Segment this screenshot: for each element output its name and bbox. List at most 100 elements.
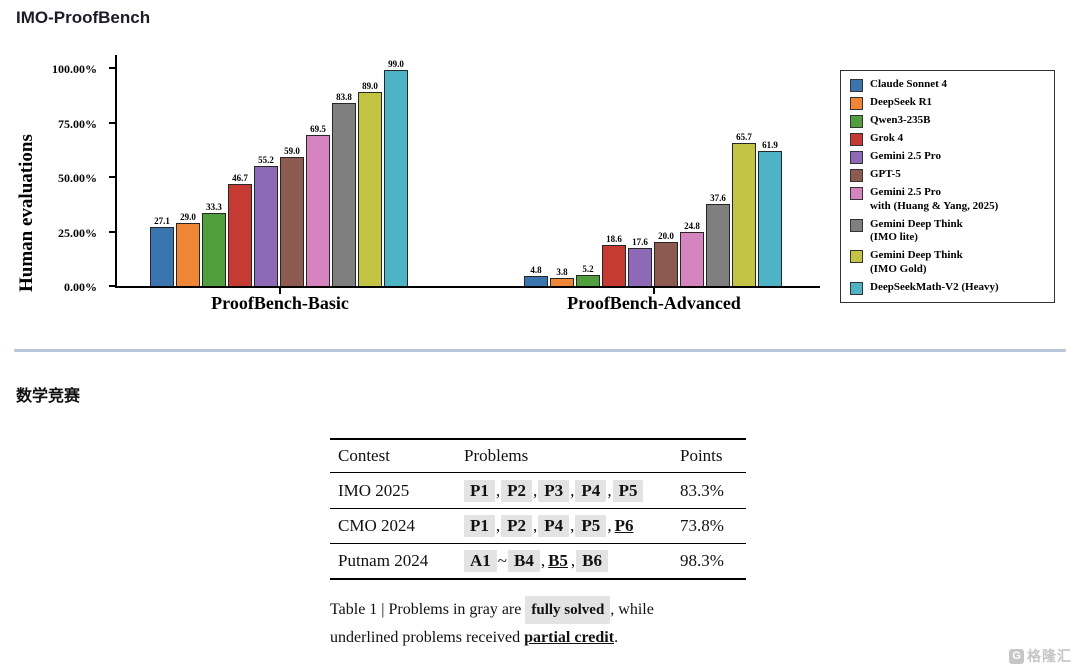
category-label-advanced: ProofBench-Advanced [567, 293, 741, 313]
bar-value-label: 55.2 [258, 154, 274, 165]
bar: 61.9 [758, 140, 782, 286]
table-body: IMO 2025 P1, P2, P3, P4, P5 83.3% CMO 2024 P… [330, 473, 746, 578]
bar-value-label: 33.3 [206, 202, 222, 213]
section-title-math-competitions: 数学竞赛 [16, 388, 81, 405]
bar-value-label: 27.1 [154, 215, 170, 226]
problem-tag: A1 [464, 550, 497, 572]
problem-separator: , [607, 480, 612, 500]
points-cell: 73.8% [680, 516, 724, 535]
legend-label: Gemini Deep Think (IMO Gold) [870, 249, 963, 275]
problem-tag: P2 [501, 515, 533, 537]
legend-swatch [850, 79, 863, 92]
bar-value-label: 59.0 [284, 146, 300, 157]
y-tick-mark [109, 230, 116, 233]
problem-tag: B6 [576, 550, 609, 572]
bar: 3.8 [550, 267, 574, 286]
y-tick-mark [109, 121, 116, 124]
problem-separator: , [570, 516, 575, 535]
caption-text: . [614, 629, 619, 647]
bar: 65.7 [732, 132, 756, 286]
bar-value-label: 24.8 [684, 220, 700, 231]
bar-value-label: 89.0 [362, 80, 378, 91]
problem-tag: P1 [464, 479, 495, 502]
problem-separator: , [540, 551, 546, 570]
header-problems: Problems [464, 446, 529, 465]
legend-label: GPT-5 [870, 168, 901, 180]
legend-swatch [850, 281, 863, 295]
table-row: IMO 2025 P1, P2, P3, P4, P5 83.3% [330, 473, 746, 508]
problem-separator: ~ [497, 551, 507, 570]
legend-item: Qwen3-235B [850, 114, 1045, 128]
problem-tag: B4 [507, 550, 540, 572]
problem-separator: , [495, 516, 501, 535]
bar-value-label: 69.5 [310, 123, 326, 134]
legend-swatch [850, 115, 863, 128]
bar: 89.0 [358, 81, 382, 286]
legend-item: GPT-5 [850, 168, 1045, 182]
y-tick-mark [109, 67, 116, 69]
bar-group-advanced: 4.8 3.8 5.2 18.6 17.6 20.0 24.8 37.6 65.7 61.9 [524, 132, 782, 286]
bar-value-label: 17.6 [632, 236, 648, 247]
table-row: Putnam 2024 A1 ~ B4, B5, B6 98.3% [330, 543, 746, 578]
y-tick-label: 0.00% [64, 280, 97, 294]
category-label-basic: ProofBench-Basic [211, 293, 349, 313]
problem-tag: P1 [464, 515, 495, 537]
y-tick-label: 100.00% [52, 62, 97, 76]
table-caption: Table 1 | Problems in gray are fully sol… [330, 596, 770, 652]
legend-item: Claude Sonnet 4 [850, 78, 1045, 92]
bar: 20.0 [654, 231, 678, 286]
header-contest: Contest [338, 446, 390, 465]
legend-label: Gemini 2.5 Pro [870, 150, 941, 162]
problem-tag: P2 [501, 479, 533, 502]
bar-value-label: 29.0 [180, 211, 196, 222]
problem-separator: , [570, 480, 575, 500]
problem-tag: P5 [575, 515, 607, 537]
bar-group-basic: 27.1 29.0 33.3 46.7 55.2 59.0 69.5 83.8 89.0 99.0 [150, 59, 408, 286]
bar-value-label: 83.8 [336, 92, 352, 103]
legend-label: Gemini 2.5 Pro with (Huang & Yang, 2025) [870, 186, 999, 212]
y-tick-label: 75.00% [58, 116, 97, 131]
plot-area: 27.1 29.0 33.3 46.7 55.2 59.0 69.5 83.8 89.0 99.0… [109, 55, 820, 294]
bar-value-label: 3.8 [556, 266, 568, 277]
bar-value-label: 65.7 [736, 131, 752, 142]
bar-value-label: 4.8 [530, 264, 542, 275]
y-axis: 0.00% 25.00% 50.00% 75.00% 100.00% [0, 55, 107, 294]
y-tick-mark [109, 285, 116, 287]
legend-item: DeepSeekMath-V2 (Heavy) [850, 281, 1045, 295]
bar-value-label: 99.0 [388, 59, 404, 70]
legend-label: Grok 4 [870, 132, 904, 144]
legend-swatch [850, 250, 863, 263]
legend-swatch [850, 151, 863, 164]
legend-label: DeepSeekMath-V2 (Heavy) [870, 280, 999, 293]
problems-cell: P1, P2, P3, P4, P5 [464, 479, 680, 502]
legend-swatch [850, 133, 863, 146]
section-divider [14, 349, 1066, 352]
bar: 29.0 [176, 212, 200, 286]
watermark-logo-icon: G [1009, 648, 1024, 664]
bar-value-label: 37.6 [710, 193, 726, 204]
bar: 83.8 [332, 92, 356, 286]
bar: 55.2 [254, 155, 278, 286]
problems-cell: P1, P2, P4, P5, P6 [464, 515, 680, 537]
contest-cell: CMO 2024 [338, 516, 415, 535]
bar-value-label: 46.7 [232, 173, 248, 184]
problem-separator: , [495, 480, 501, 500]
problems-table: Contest Problems Points IMO 2025 P1, P2, … [330, 438, 746, 580]
watermark: G 格隆汇 [1009, 646, 1072, 666]
legend-swatch [850, 187, 863, 200]
bar: 69.5 [306, 124, 330, 286]
problem-separator: , [533, 480, 538, 500]
legend-label: Gemini Deep Think (IMO lite) [870, 217, 963, 244]
caption-text: , while underlined problems received [330, 601, 654, 647]
legend-label: Claude Sonnet 4 [870, 78, 948, 90]
legend-label: DeepSeek R1 [870, 96, 933, 108]
problem-separator: , [533, 516, 538, 535]
bar: 18.6 [602, 234, 626, 286]
legend-swatch [850, 218, 863, 232]
legend-item: Grok 4 [850, 132, 1045, 146]
legend-item: Gemini Deep Think (IMO Gold) [850, 249, 1045, 277]
chart-legend: Claude Sonnet 4 DeepSeek R1 Qwen3-235B Grok… [840, 70, 1055, 303]
problem-tag: P4 [538, 515, 570, 537]
chart-title: IMO-ProofBench [16, 8, 151, 27]
legend-item: Gemini 2.5 Pro with (Huang & Yang, 2025) [850, 186, 1045, 214]
